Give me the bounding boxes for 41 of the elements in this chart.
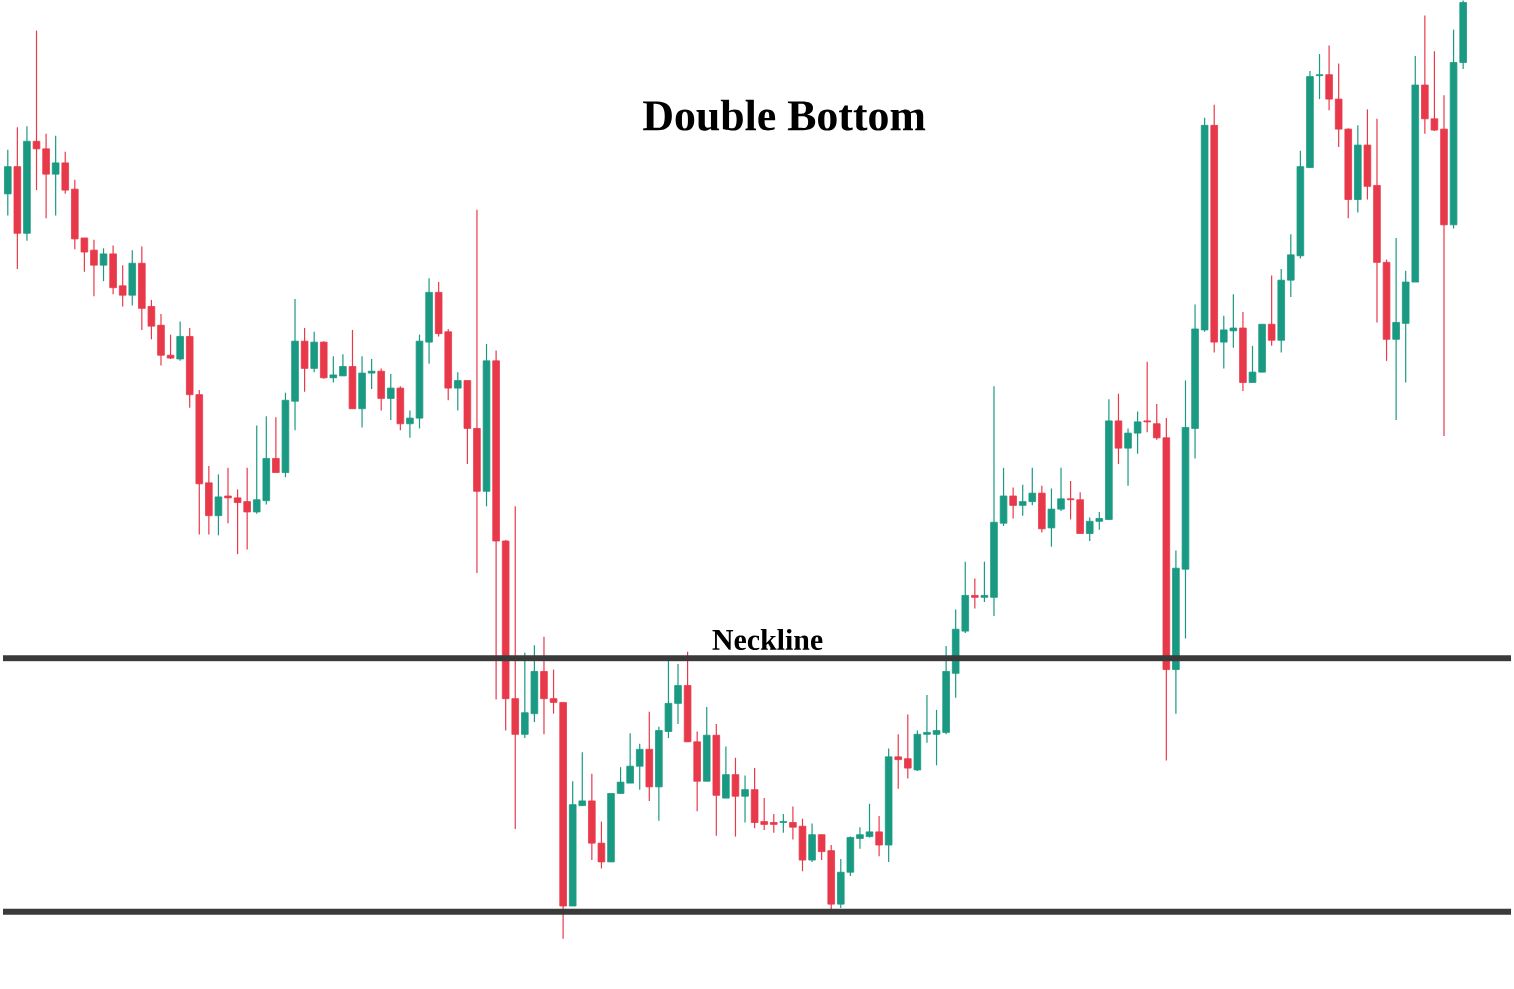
candlestick <box>118 264 127 308</box>
candlestick <box>454 371 462 412</box>
candlestick <box>176 321 184 362</box>
candlestick <box>214 473 223 537</box>
candlestick <box>1392 237 1400 421</box>
candlestick <box>770 813 778 834</box>
candlestick <box>99 247 108 282</box>
candlestick <box>904 714 912 780</box>
candlestick <box>1315 53 1324 100</box>
candlestick <box>1143 361 1151 433</box>
candlestick <box>406 410 414 439</box>
candlestick <box>856 826 864 850</box>
ref-line-label: Neckline <box>712 629 823 651</box>
candlestick <box>674 663 682 725</box>
candlestick <box>635 743 644 791</box>
candlestick <box>971 578 979 610</box>
candlestick <box>1047 488 1056 548</box>
candlestick <box>865 803 874 839</box>
candlestick <box>1009 487 1017 520</box>
candlestick <box>875 815 883 858</box>
candlestick <box>166 334 175 360</box>
candlestick <box>51 135 60 217</box>
candlestick <box>741 775 749 824</box>
candlestick <box>1133 411 1142 455</box>
candlestick <box>980 561 989 603</box>
candlestick <box>367 358 376 390</box>
candlestick <box>1267 275 1276 347</box>
candlestick <box>1057 467 1065 512</box>
candlestick <box>722 746 730 799</box>
candlestick <box>387 373 395 421</box>
candlestick <box>731 757 740 838</box>
candlestick <box>90 239 98 297</box>
candlestick <box>894 733 902 790</box>
candlestick <box>923 694 931 744</box>
text: Double Bottom <box>643 99 926 131</box>
candlestick <box>779 813 788 834</box>
candlestick <box>1124 428 1132 487</box>
candlestick <box>329 355 338 384</box>
candlestick <box>224 467 232 524</box>
candlestick <box>339 353 347 377</box>
candlestick <box>272 416 280 474</box>
